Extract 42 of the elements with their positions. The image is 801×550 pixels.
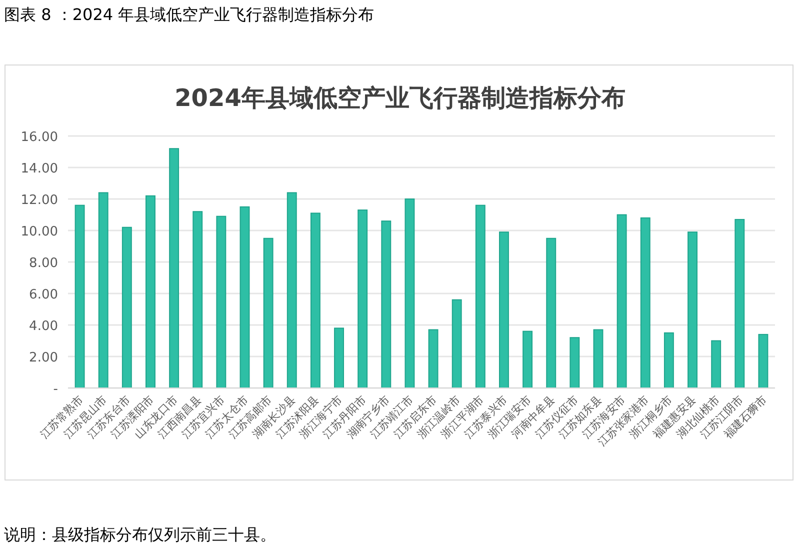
- text: 图表 8 ：2024 年县域低空产业飞行器制造指标分布: [4, 5, 374, 24]
- bar: [98, 192, 108, 388]
- bar: [640, 217, 650, 388]
- bar: [546, 238, 556, 388]
- y-tick-label: 14.00: [20, 162, 58, 176]
- y-tick-label: 8.00: [29, 256, 58, 271]
- bar: [664, 332, 674, 388]
- bar: [499, 232, 509, 388]
- bar: [310, 212, 320, 388]
- y-tick-label: 12.00: [20, 193, 58, 208]
- y-tick-label: -: [53, 382, 58, 397]
- bar: [146, 195, 156, 388]
- bar: [711, 340, 722, 388]
- bar: [216, 216, 226, 388]
- chart-title: 2024年县域低空产业飞行器制造指标分布: [174, 84, 626, 112]
- bar: [358, 210, 368, 388]
- bar: [570, 337, 580, 388]
- bar: [169, 148, 180, 388]
- bar: [688, 232, 698, 388]
- bar: [263, 238, 274, 388]
- bar: [734, 218, 745, 388]
- bar: [122, 226, 132, 388]
- y-tick-label: 10.00: [20, 224, 58, 240]
- y-tick-label: 4.00: [29, 319, 58, 334]
- bar: [593, 329, 604, 388]
- bar: [404, 198, 415, 388]
- text: 说明：县级指标分布仅列示前三十县。: [4, 525, 276, 544]
- bar: [616, 214, 627, 388]
- bar: [452, 299, 462, 388]
- bar: [758, 334, 768, 388]
- y-tick-label: 2.00: [29, 350, 58, 366]
- bar: [428, 329, 438, 388]
- bar: [74, 204, 85, 388]
- bar: [192, 211, 203, 388]
- bar: [475, 204, 486, 388]
- bar: [240, 206, 250, 388]
- y-tick-label: 6.00: [29, 288, 58, 302]
- bar: [522, 330, 533, 388]
- bar: [286, 192, 297, 388]
- y-tick-label: 16.00: [20, 130, 58, 145]
- bar: [381, 220, 392, 388]
- bar: [334, 328, 344, 388]
